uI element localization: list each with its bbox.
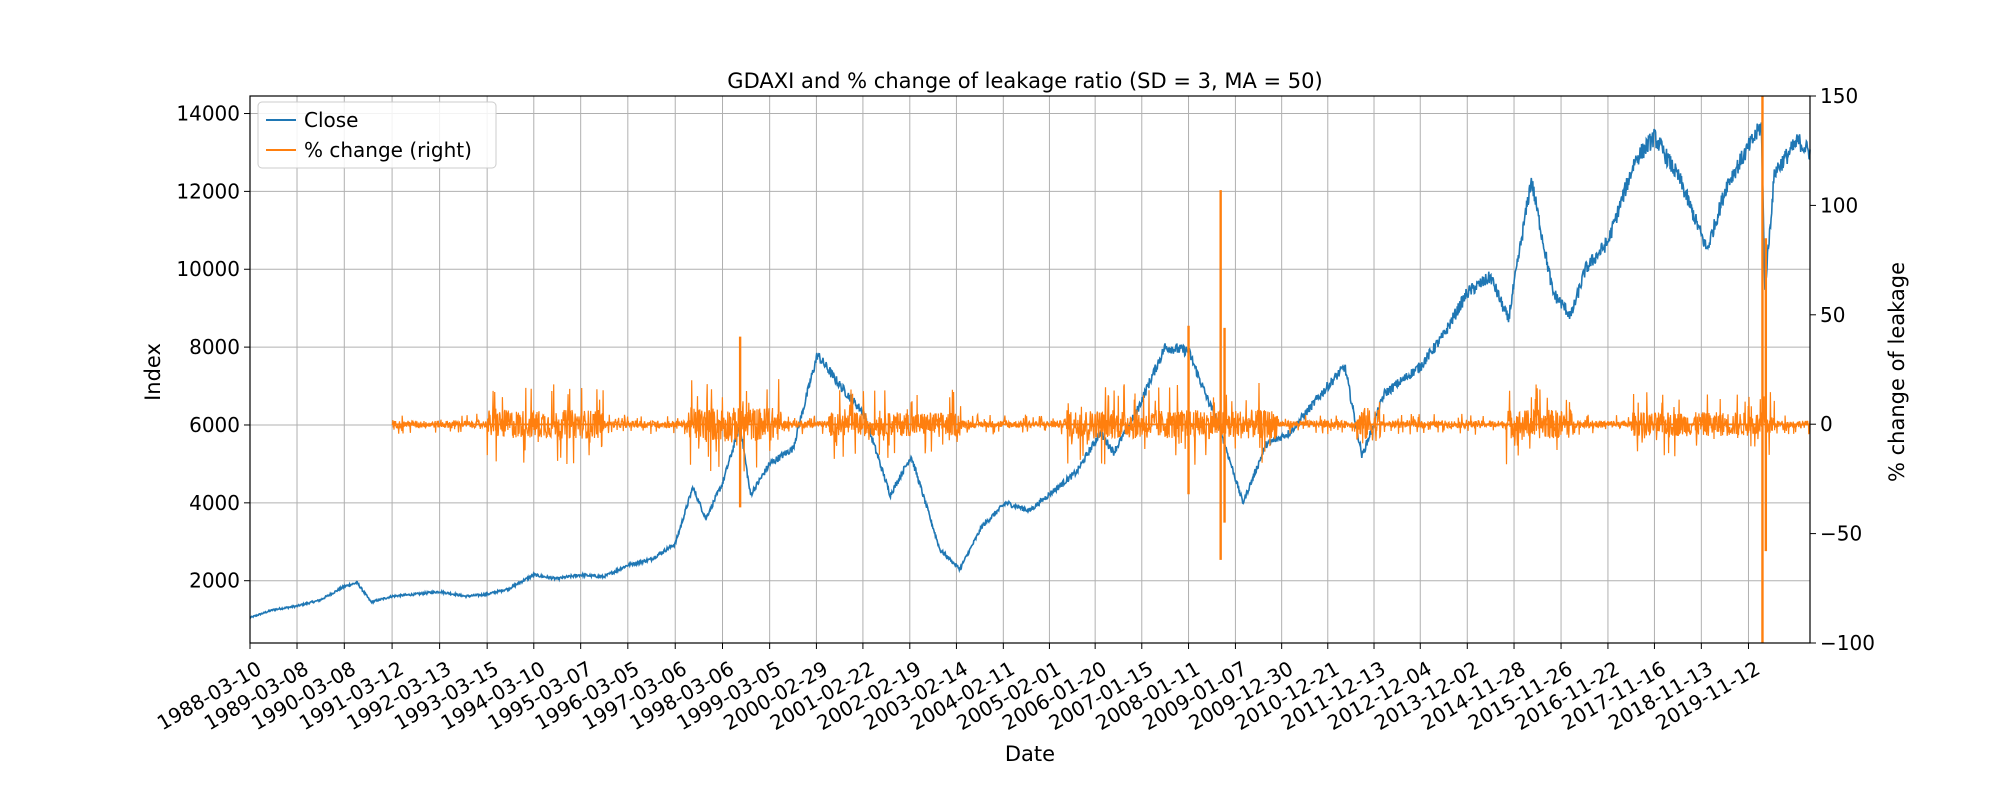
legend-box	[257, 101, 497, 169]
y-tick-label-left: 8000	[189, 335, 240, 359]
y-axis-label-left: Index	[141, 343, 165, 401]
legend-label-close: Close	[304, 108, 358, 132]
y-tick-label-right: −50	[1820, 522, 1862, 546]
legend: Close % change (right)	[257, 101, 497, 169]
y-axis-label-right: % change of leakage	[1885, 262, 1909, 482]
y-tick-label-left: 6000	[189, 413, 240, 437]
grid	[249, 96, 1810, 643]
close-line	[249, 122, 1811, 619]
y-tick-label-left: 10000	[176, 257, 240, 281]
chart-title: GDAXI and % change of leakage ratio (SD …	[727, 69, 1322, 93]
y-tick-label-left: 12000	[176, 179, 240, 203]
x-axis-label: Date	[1005, 742, 1055, 766]
close-series	[249, 122, 1811, 619]
plot-frame	[249, 95, 1811, 644]
legend-label-pct-change: % change (right)	[304, 138, 472, 162]
pct-change-line	[391, 379, 1811, 472]
y-tick-label-left: 14000	[176, 102, 240, 126]
y-tick-label-right: 0	[1820, 412, 1833, 436]
axes: 1988-03-101989-03-081990-03-081991-03-12…	[153, 84, 1875, 735]
pct-change-series	[391, 96, 1811, 643]
y-tick-label-left: 4000	[189, 491, 240, 515]
y-tick-label-left: 2000	[189, 569, 240, 593]
y-tick-label-right: −100	[1820, 631, 1875, 655]
y-tick-label-right: 100	[1820, 193, 1858, 217]
y-tick-label-right: 150	[1820, 84, 1858, 108]
y-tick-label-right: 50	[1820, 303, 1845, 327]
